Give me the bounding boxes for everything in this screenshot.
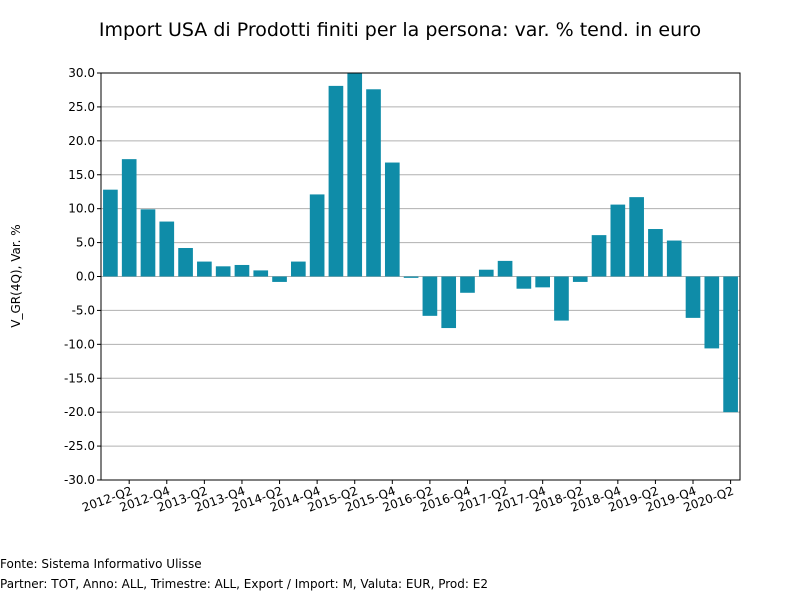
bar-2014-Q1 [253,270,269,277]
x-axis-ticks: 2012-Q22012-Q42013-Q22013-Q42014-Q22014-… [80,480,736,515]
bar-2012-Q1 [103,189,118,277]
y-tick-label: 5.0 [76,236,95,250]
bar-2014-Q2 [272,276,287,282]
bar-2014-Q3 [291,261,306,277]
bar-2017-Q1 [478,269,494,277]
bar-2012-Q3 [140,209,156,277]
bar-2016-Q4 [460,276,475,293]
y-axis-ticks: -30.0 -25.0 -20.0 -15.0 -10.0 -5.0 0.0 5.0 10.0 1… [64,66,101,487]
gridlines [101,72,740,481]
parameters-note: Partner: TOT, Anno: ALL, Trimestre: ALL,… [0,577,488,591]
bar-2019-Q1 [629,197,644,277]
bar-2015-Q4 [384,162,400,277]
y-tick-label: 25.0 [68,100,95,114]
y-tick-label: -30.0 [64,473,95,487]
bar-2019-Q3 [666,240,682,277]
bar-2013-Q2 [197,261,212,277]
y-axis-label: V_GR(4Q), Var. % [9,224,23,327]
bar-2013-Q3 [215,266,231,277]
bar-2013-Q4 [234,264,250,277]
y-tick-label: -10.0 [64,337,95,351]
bar-2015-Q3 [366,89,381,277]
y-tick-label: 10.0 [68,202,95,216]
bar-2017-Q3 [516,276,532,289]
chart-title: Import USA di Prodotti finiti per la per… [98,19,702,41]
bars [103,73,738,413]
bar-2012-Q2 [121,159,137,277]
y-tick-label: -15.0 [64,371,95,385]
bar-2020-Q1 [704,276,720,349]
bar-2018-Q2 [572,276,588,282]
bar-2013-Q1 [178,248,193,277]
bar-2016-Q3 [441,276,457,329]
bar-2014-Q4 [309,194,325,277]
bar-2012-Q4 [159,221,175,277]
bar-2017-Q2 [497,260,513,277]
bar-2018-Q3 [591,235,607,277]
y-tick-label: 30.0 [68,66,95,80]
y-tick-label: -5.0 [72,303,95,317]
bar-2017-Q4 [535,276,550,288]
bar-2016-Q1 [403,276,419,278]
y-tick-label: -20.0 [64,405,95,419]
bar-2019-Q4 [685,276,701,318]
bar-2020-Q2 [723,276,738,413]
bar-2015-Q1 [328,85,344,277]
bar-2019-Q2 [648,229,663,277]
bar-2016-Q2 [422,276,438,316]
bar-2018-Q4 [610,204,626,277]
bar-2015-Q2 [347,73,363,277]
y-tick-label: 0.0 [76,270,95,284]
source-note: Fonte: Sistema Informativo Ulisse [0,557,202,571]
y-tick-label: 20.0 [68,134,95,148]
bar-2018-Q1 [554,276,569,321]
y-tick-label: 15.0 [68,168,95,182]
y-tick-label: -25.0 [64,439,95,453]
